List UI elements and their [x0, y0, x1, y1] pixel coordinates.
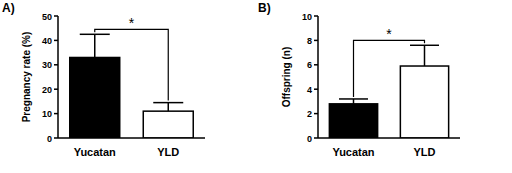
- panel: B) Offspring (n) 0 2 4 6 8 10 Yucatan YLD *: [258, 1, 460, 158]
- error-bar: [168, 103, 170, 112]
- y-tick-label: 40: [42, 36, 52, 46]
- figure: A)Pregnancy rate (%)01020304050YucatanYL…: [0, 0, 512, 173]
- y-axis: [57, 16, 59, 138]
- panel: A) Pregnancy rate (%) 0 10 20 30 40 50 Yucatan YL…: [2, 1, 205, 158]
- x-tick-label: Yucatan: [74, 146, 116, 158]
- error-bar: [424, 45, 426, 66]
- x-axis: [318, 137, 460, 139]
- error-cap: [80, 34, 110, 36]
- y-axis-label: Offspring (n): [281, 47, 292, 108]
- x-tick-label: YLD: [414, 146, 436, 158]
- bar: [400, 66, 448, 138]
- y-tick-label: 20: [42, 85, 52, 95]
- x-axis: [58, 137, 205, 139]
- error-cap: [339, 98, 368, 100]
- significance-bracket: [354, 40, 425, 97]
- y-tick-label: 0: [307, 134, 312, 144]
- y-tick-label: 4: [307, 85, 312, 95]
- x-tick-label: Yucatan: [332, 146, 374, 158]
- bar: [70, 57, 120, 138]
- plot-area: [329, 45, 448, 138]
- y-tick-label: 0: [47, 134, 52, 144]
- y-tick-label: 6: [307, 60, 312, 70]
- error-cap: [153, 102, 183, 104]
- y-axis-label: Pregnancy rate (%): [21, 32, 32, 123]
- x-tick-label: YLD: [157, 146, 179, 158]
- panel-title: B): [258, 1, 271, 15]
- y-tick-label: 50: [42, 12, 52, 22]
- y-axis: [317, 16, 319, 138]
- plot-area: [70, 34, 193, 138]
- error-cap: [410, 45, 439, 47]
- significance-bracket: [95, 29, 169, 100]
- significance-mark: *: [386, 26, 392, 42]
- y-tick-label: 2: [307, 109, 312, 119]
- y-tick-label: 8: [307, 36, 312, 46]
- bar: [329, 104, 377, 138]
- panel-title: A): [2, 1, 15, 15]
- error-bar: [94, 34, 96, 57]
- bar: [143, 111, 193, 138]
- y-tick-label: 10: [302, 12, 312, 22]
- y-tick-label: 10: [42, 109, 52, 119]
- y-tick-label: 30: [42, 60, 52, 70]
- significance-mark: *: [129, 15, 135, 31]
